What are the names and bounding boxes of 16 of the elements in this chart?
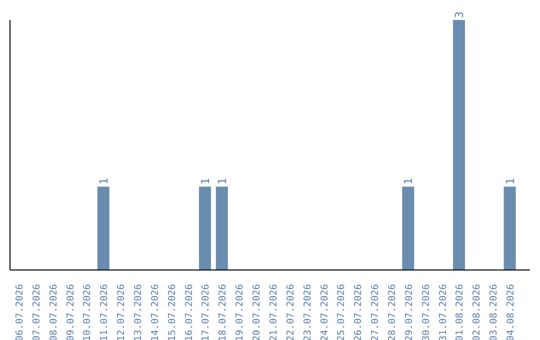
x-tick-label: 10.07.2026 (82, 284, 94, 340)
data-label: 1 (198, 178, 212, 185)
data-label: 1 (402, 178, 416, 185)
data-label: 1 (216, 178, 229, 185)
data-label: 1 (504, 178, 517, 185)
x-tick-label: 19.07.2026 (234, 284, 246, 340)
x-tick-label: 17.07.2026 (200, 284, 212, 340)
x-tick-label: 13.07.2026 (133, 284, 144, 340)
data-label: 3 (452, 11, 466, 18)
data-label: 1 (97, 178, 110, 185)
x-tick-label: 15.07.2026 (166, 284, 178, 340)
x-tick-label: 16.07.2026 (184, 284, 195, 340)
x-tick-label: 18.07.2026 (218, 284, 229, 340)
x-tick-label: 12.07.2026 (116, 284, 128, 340)
x-tick-label: 14.07.2026 (150, 284, 161, 340)
x-tick-label: 11.07.2026 (99, 284, 110, 340)
